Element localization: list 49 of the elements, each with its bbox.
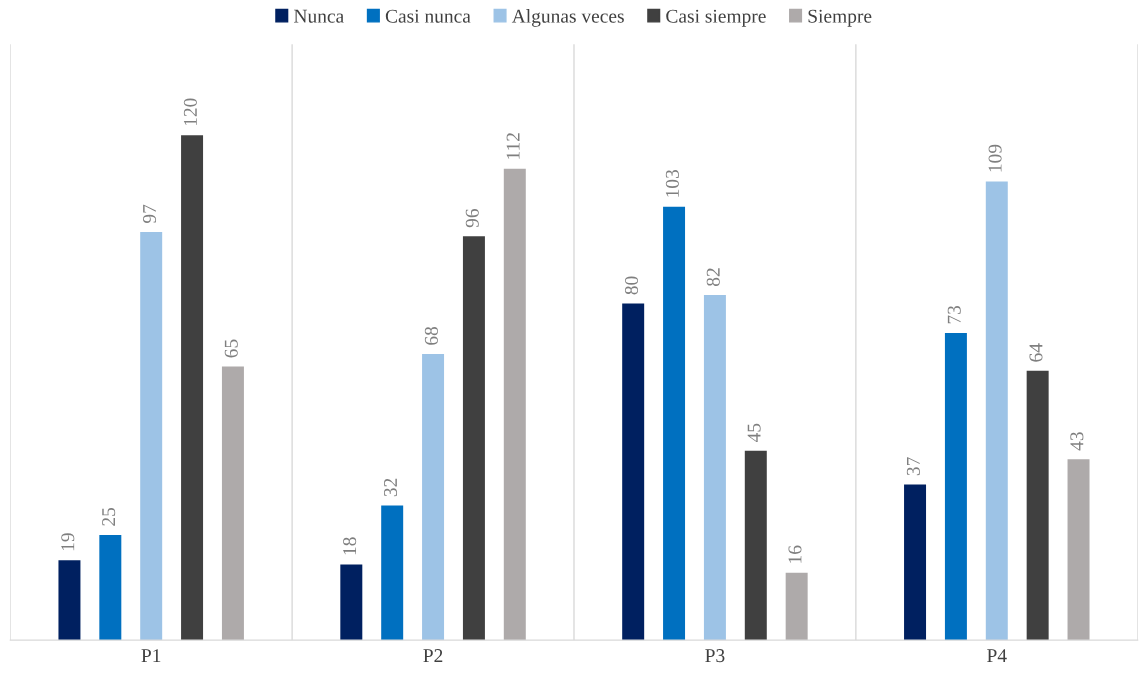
bar <box>985 181 1008 641</box>
data-label: 45 <box>747 423 761 443</box>
data-label: 18 <box>343 537 357 555</box>
bar <box>663 206 686 641</box>
bar <box>221 366 244 641</box>
data-label: 19 <box>61 533 75 551</box>
bar <box>58 560 81 641</box>
legend-label: Casi nunca <box>385 9 471 23</box>
data-label: 16 <box>788 545 802 563</box>
bar <box>944 332 967 641</box>
bar <box>703 295 726 641</box>
bar <box>1026 370 1049 641</box>
legend-label: Algunas veces <box>511 9 624 27</box>
data-label: 37 <box>906 457 920 476</box>
data-label: 120 <box>183 98 197 126</box>
x-tick-label: P3 <box>705 649 725 663</box>
x-tick-label: P2 <box>423 649 443 662</box>
legend-label: Nunca <box>294 9 344 23</box>
bar <box>1067 459 1090 641</box>
legend-label: Casi siempre <box>666 9 766 27</box>
data-label: 80 <box>624 276 639 295</box>
data-label: 96 <box>465 208 479 228</box>
data-label: 103 <box>665 169 679 197</box>
data-label: 82 <box>706 268 720 286</box>
bar <box>422 353 445 641</box>
data-label: 32 <box>383 478 398 497</box>
data-label: 68 <box>424 326 438 345</box>
bar <box>340 564 363 641</box>
bar <box>785 572 808 641</box>
data-label: 25 <box>102 507 116 526</box>
data-label: 109 <box>988 144 1002 172</box>
bar <box>381 505 404 641</box>
bar <box>99 534 122 641</box>
bar <box>181 135 204 641</box>
data-label: 65 <box>224 339 238 358</box>
data-label: 112 <box>506 133 520 159</box>
x-tick-label: P4 <box>987 649 1007 662</box>
bar <box>904 484 927 641</box>
x-tick-label: P1 <box>141 649 161 662</box>
data-label: 73 <box>947 305 961 324</box>
data-label: 97 <box>142 204 157 223</box>
bar <box>140 231 163 641</box>
data-label: 64 <box>1029 343 1043 362</box>
bar <box>503 168 526 641</box>
legend-label: Siempre <box>808 9 872 27</box>
bar <box>462 236 485 641</box>
data-label: 43 <box>1070 432 1084 451</box>
bar <box>744 450 767 641</box>
bar <box>622 303 645 641</box>
